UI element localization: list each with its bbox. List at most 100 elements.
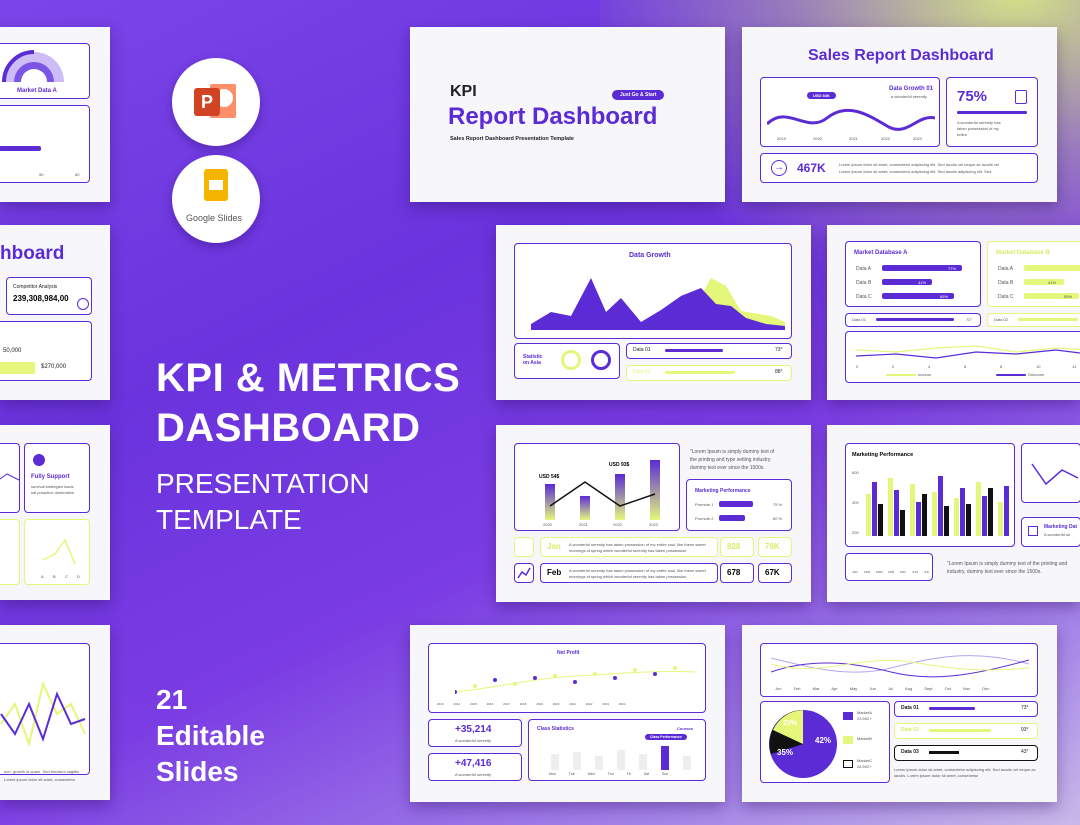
marketing-data-box: Marketing Dat A wonderful se	[1021, 517, 1080, 547]
year-tick: 2017	[503, 702, 510, 706]
market-b-value: 55%	[1064, 294, 1073, 299]
v1-box: +35,214 A wonderful serenity	[428, 719, 522, 747]
tick: A	[41, 574, 44, 579]
mini-line-chart	[42, 538, 76, 565]
market-row-bar	[882, 265, 962, 271]
arrow-right-icon: →	[771, 160, 787, 176]
data02-row: Data 02 88°	[626, 365, 792, 381]
market-a-icon	[843, 712, 853, 720]
pie-lorem: Lorem ipsum dolor sit amet, consectetur …	[894, 767, 1036, 772]
market-b-value: 41%	[1048, 280, 1057, 285]
data01-label: Data 01	[633, 347, 651, 353]
marketing-title: Marketing Performance	[852, 452, 914, 458]
data02-label: Data 02	[633, 369, 651, 375]
pie-d2-value: 93°	[1021, 727, 1029, 733]
line-box	[0, 443, 20, 513]
market-a-label: MarketA	[857, 710, 872, 715]
google-slides-logo	[204, 169, 228, 201]
market-row-value: 65%	[940, 294, 949, 299]
month-tick: Mar	[812, 686, 820, 691]
growth-chart-title: Data Growth	[629, 252, 671, 259]
v1-sub: A wonderful serenity	[455, 738, 492, 743]
year-tick: 2020	[543, 522, 552, 527]
pie-box: 42% 35% 23% MarketA 23,502+ MarketB Mark…	[760, 701, 890, 783]
year-tick: 2023	[602, 702, 609, 706]
value-50: 50,000	[3, 348, 22, 354]
donut-chart	[591, 350, 611, 370]
n2-box: 76K	[758, 537, 792, 557]
year-tick: 2022	[585, 702, 593, 706]
statistic-box: Statistic on Asia	[514, 343, 620, 379]
year-tick: 2023	[913, 136, 922, 141]
market-b-icon	[843, 736, 853, 744]
percent-box: 75% A wonderful serenity has taken posse…	[946, 77, 1038, 147]
market-row-bar	[882, 293, 954, 299]
month-tick: Jun	[775, 686, 782, 691]
x-tick: 8	[1000, 364, 1003, 369]
support-desc: survival strategies loans	[31, 484, 74, 489]
wave-line	[767, 108, 935, 131]
partial-slide-support: Fully Support survival strategies loans …	[0, 425, 110, 600]
marketing-desc: A wonderful se	[1044, 532, 1071, 537]
class-bars	[551, 746, 691, 770]
year-tick: 2020	[552, 702, 560, 706]
summary-text: Lorem ipsum dolor sit amet, consectetur …	[839, 162, 1000, 167]
month-tick: Aug	[905, 686, 913, 691]
market-b-bar	[1024, 265, 1080, 271]
gradient-bar-chart	[545, 460, 660, 520]
y-tick: 200	[852, 530, 859, 535]
n1-value: 828	[727, 542, 741, 551]
x-tick: 6	[964, 364, 967, 369]
growth-chart-box: Data Growth	[514, 243, 792, 339]
area-chart	[531, 278, 785, 330]
year-tick: 2019	[777, 136, 786, 141]
hero-subtitle-line2: TEMPLATE	[156, 504, 302, 535]
triple-bar-chart	[866, 476, 1009, 536]
month-tick: May	[849, 686, 858, 691]
cover-start-button[interactable]: Just Go & Start	[612, 90, 665, 100]
n4-value: 67K	[765, 568, 780, 577]
month-feb: Feb	[547, 568, 562, 577]
line-chart-box: A B C D	[24, 519, 90, 585]
market-row-bar	[882, 279, 932, 285]
pie-d1-value: 73°	[1021, 705, 1029, 711]
month-label: MAR	[876, 570, 883, 574]
n3-box: 678	[720, 563, 754, 583]
market-b-bar	[1024, 293, 1079, 299]
percent-desc: A wonderful serenity has	[957, 120, 1001, 125]
pie-d1-label: Data 01	[901, 705, 919, 711]
lime-bar	[0, 362, 35, 374]
usd1-label: USD 54$	[539, 474, 560, 480]
line-chart-box	[0, 643, 90, 775]
mini-line-box	[1021, 443, 1080, 503]
x-tick: 2	[892, 364, 895, 369]
sales-title: Sales Report Dashboard	[808, 47, 994, 64]
slide-count-label: Editable	[156, 720, 265, 751]
y-tick: 400	[852, 500, 859, 505]
promote2-bar	[719, 515, 745, 521]
pie-chart	[769, 710, 837, 778]
data01-row: Data 01 73°	[626, 343, 792, 359]
fully-support: Fully Support	[31, 474, 70, 480]
month-label: JUN	[912, 570, 918, 574]
market-a-value: 23,502+	[857, 716, 872, 721]
percent-bar	[957, 111, 1027, 114]
lime-box	[0, 519, 20, 585]
bar-chart-box: USD 54$ USD 93$ 2020 2021 2022 2023	[514, 443, 680, 531]
bottom-desc: Lorem ipsum dolor sit amet, consectetur	[4, 777, 76, 782]
cover-tagline: Sales Report Dashboard Presentation Temp…	[450, 136, 574, 142]
slide-pie: Jun Feb Mar Apr May Jun Jul Aug Sept Oct…	[742, 625, 1057, 802]
legend-outcome-swatch	[996, 374, 1026, 376]
market-c-icon	[843, 760, 853, 768]
month-label: JUL	[924, 570, 930, 574]
day-labels: Mon Tue Wed Thu Fri Sat Sun	[549, 772, 668, 776]
growth-label: Data Growth 01	[889, 86, 934, 92]
growth-sub: a wonderful serenity	[891, 94, 927, 99]
market-b-label: MarketB	[857, 736, 872, 741]
summary-box: → 467K Lorem ipsum dolor sit amet, conse…	[760, 153, 1038, 183]
slide-sales-report: Sales Report Dashboard Data Growth 01 a …	[742, 27, 1057, 202]
marketing-performance-box: Marketing Performance Promote 1 75 % Pro…	[686, 479, 792, 531]
competitor-label: Competitor Analysis	[13, 284, 58, 290]
pie-d2-row: Data 02 93°	[894, 723, 1038, 739]
jan-row: Jan A wonderful serenity has taken posse…	[540, 537, 718, 557]
